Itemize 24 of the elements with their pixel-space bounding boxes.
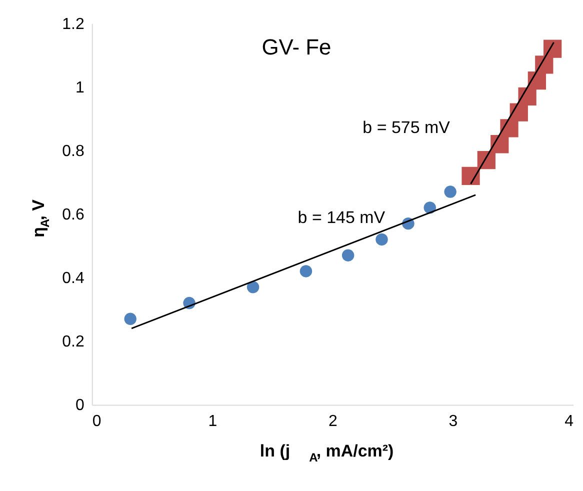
point bbox=[376, 233, 388, 246]
x-tick-label: 0 bbox=[92, 413, 102, 430]
y-tick-label: 0.6 bbox=[62, 206, 84, 224]
point bbox=[124, 312, 136, 326]
y-tick-label: 0.4 bbox=[62, 270, 84, 288]
x-tick-label: 1 bbox=[208, 413, 218, 430]
point bbox=[462, 166, 480, 185]
annotation: b = 575 mV bbox=[362, 118, 451, 138]
y-axis-title: ηA, V bbox=[28, 198, 52, 238]
x-tick-label: 3 bbox=[448, 413, 458, 430]
point bbox=[342, 249, 354, 262]
annotation: b = 145 mV bbox=[298, 208, 386, 228]
x-tick-label: 2 bbox=[328, 413, 338, 430]
point bbox=[300, 265, 312, 278]
y-tick-label: 0.8 bbox=[62, 142, 84, 160]
y-tick-label: 1 bbox=[75, 79, 84, 96]
y-tick-label: 1.2 bbox=[62, 16, 84, 33]
x-tick-label: 4 bbox=[564, 413, 574, 430]
point bbox=[544, 40, 562, 58]
y-tick-label: 0.2 bbox=[62, 334, 84, 351]
point bbox=[246, 281, 260, 294]
y-tick-label: 0 bbox=[75, 397, 84, 414]
point bbox=[444, 186, 456, 198]
text: GV- Fe bbox=[262, 34, 332, 60]
